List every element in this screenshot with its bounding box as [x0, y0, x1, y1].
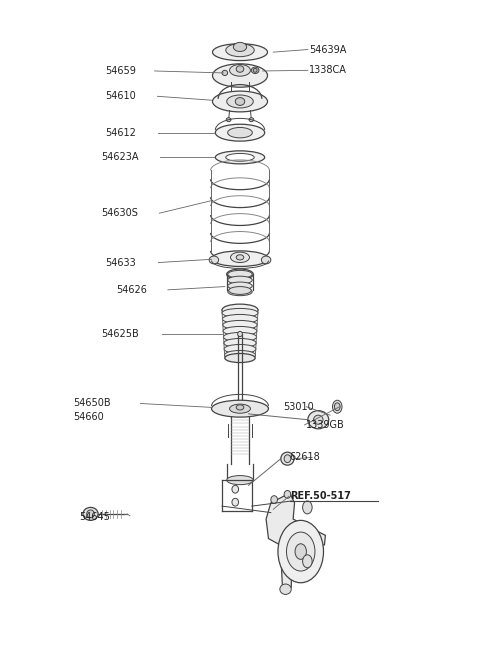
- Polygon shape: [266, 493, 325, 592]
- Ellipse shape: [225, 354, 255, 363]
- Text: 54612: 54612: [105, 128, 136, 138]
- Ellipse shape: [226, 153, 254, 161]
- Ellipse shape: [216, 124, 264, 141]
- Text: 1339GB: 1339GB: [305, 420, 344, 430]
- Ellipse shape: [271, 496, 277, 504]
- Text: 54645: 54645: [80, 512, 110, 522]
- Ellipse shape: [252, 67, 259, 73]
- Ellipse shape: [222, 314, 258, 324]
- Text: 54633: 54633: [105, 257, 135, 267]
- Ellipse shape: [230, 252, 250, 263]
- Ellipse shape: [236, 255, 244, 260]
- Ellipse shape: [227, 95, 253, 108]
- Text: 54625B: 54625B: [101, 329, 139, 339]
- Ellipse shape: [222, 309, 258, 318]
- Ellipse shape: [308, 411, 329, 429]
- Ellipse shape: [213, 44, 267, 60]
- Text: 54660: 54660: [73, 412, 104, 422]
- Ellipse shape: [209, 256, 219, 264]
- Ellipse shape: [228, 276, 252, 284]
- Ellipse shape: [232, 498, 239, 506]
- Ellipse shape: [223, 320, 257, 329]
- Text: 54610: 54610: [105, 91, 135, 102]
- Text: 54626: 54626: [116, 285, 146, 295]
- Text: 53010: 53010: [283, 402, 313, 412]
- Ellipse shape: [236, 66, 244, 72]
- Ellipse shape: [229, 64, 251, 76]
- Ellipse shape: [284, 491, 291, 498]
- Ellipse shape: [227, 269, 253, 280]
- Ellipse shape: [226, 118, 231, 122]
- Ellipse shape: [238, 331, 242, 337]
- Text: 62618: 62618: [290, 453, 321, 462]
- Ellipse shape: [236, 405, 244, 410]
- Ellipse shape: [223, 326, 257, 335]
- Text: 54623A: 54623A: [101, 153, 139, 162]
- Ellipse shape: [213, 64, 267, 87]
- Ellipse shape: [278, 520, 324, 583]
- Ellipse shape: [335, 403, 340, 411]
- Ellipse shape: [302, 555, 312, 568]
- Ellipse shape: [227, 476, 253, 485]
- Ellipse shape: [212, 251, 268, 267]
- Ellipse shape: [235, 98, 245, 105]
- Ellipse shape: [261, 256, 271, 264]
- Ellipse shape: [333, 400, 342, 413]
- Ellipse shape: [224, 339, 256, 348]
- Ellipse shape: [232, 485, 239, 493]
- Text: 54630S: 54630S: [101, 208, 138, 218]
- Ellipse shape: [302, 501, 312, 514]
- Ellipse shape: [295, 544, 306, 559]
- Ellipse shape: [87, 510, 95, 518]
- Text: REF.50-517: REF.50-517: [290, 491, 351, 501]
- Ellipse shape: [83, 508, 98, 520]
- Ellipse shape: [313, 415, 323, 424]
- Ellipse shape: [233, 43, 247, 52]
- Ellipse shape: [284, 455, 291, 462]
- Ellipse shape: [224, 345, 256, 354]
- Ellipse shape: [213, 91, 267, 112]
- Ellipse shape: [216, 151, 264, 164]
- Ellipse shape: [228, 282, 252, 290]
- Text: 54639A: 54639A: [309, 45, 346, 54]
- Ellipse shape: [212, 400, 268, 417]
- Text: 54650B: 54650B: [73, 398, 110, 409]
- Ellipse shape: [253, 68, 257, 72]
- Ellipse shape: [226, 44, 254, 57]
- Ellipse shape: [228, 271, 252, 278]
- Text: 54659: 54659: [105, 66, 136, 76]
- Ellipse shape: [249, 118, 254, 122]
- Ellipse shape: [222, 304, 258, 316]
- Ellipse shape: [228, 288, 252, 295]
- Ellipse shape: [287, 532, 315, 571]
- Ellipse shape: [281, 452, 294, 465]
- Ellipse shape: [225, 350, 255, 360]
- Text: 1338CA: 1338CA: [309, 66, 347, 75]
- Ellipse shape: [228, 128, 252, 138]
- Ellipse shape: [280, 584, 291, 595]
- Ellipse shape: [222, 70, 228, 75]
- Ellipse shape: [229, 404, 251, 413]
- Ellipse shape: [223, 333, 257, 341]
- Ellipse shape: [228, 287, 252, 294]
